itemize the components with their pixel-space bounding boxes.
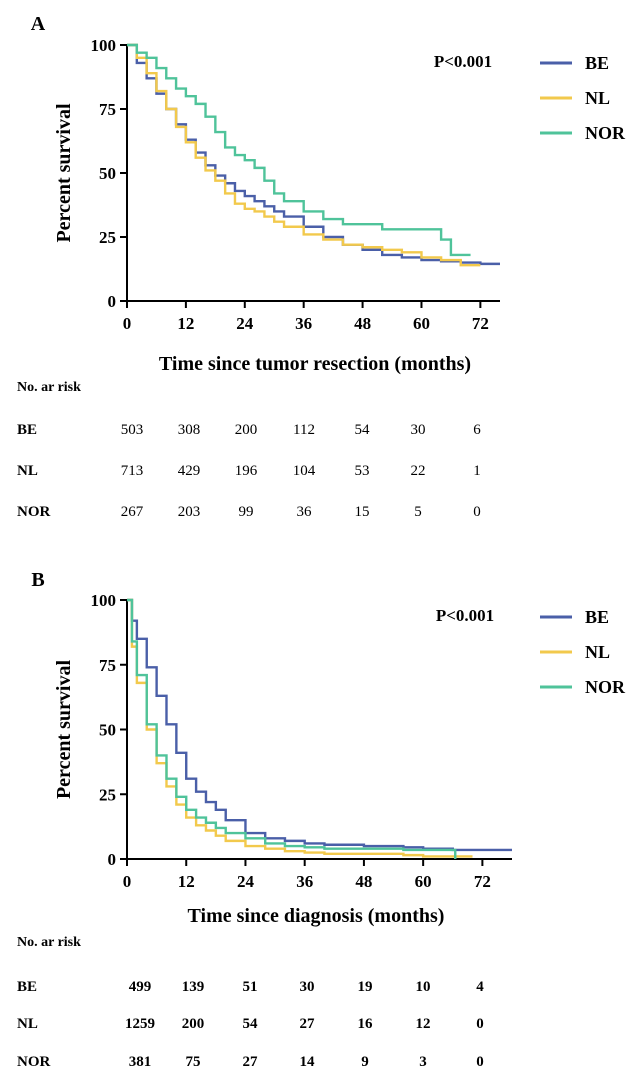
- risk-row-label: NOR: [17, 1054, 51, 1070]
- risk-cell: 30: [300, 979, 315, 995]
- p-value-annotation: P<0.001: [434, 52, 492, 71]
- risk-cell: 267: [121, 504, 144, 520]
- x-axis-title: Time since tumor resection (months): [159, 353, 471, 375]
- risk-cell: 51: [243, 979, 258, 995]
- risk-cell: 4: [476, 979, 484, 995]
- risk-cell: 30: [411, 422, 426, 438]
- risk-cell: 713: [121, 463, 144, 479]
- survival-curve-be: [127, 598, 512, 852]
- risk-cell: 75: [186, 1054, 201, 1070]
- risk-row-label: NL: [17, 1016, 38, 1032]
- risk-row-label: BE: [17, 422, 37, 438]
- risk-cell: 0: [473, 504, 481, 520]
- risk-row-label: BE: [17, 979, 37, 995]
- risk-cell: 200: [235, 422, 258, 438]
- risk-cell: 6: [473, 422, 481, 438]
- risk-cell: 14: [300, 1054, 316, 1070]
- risk-cell: 1: [473, 463, 481, 479]
- risk-cell: 54: [243, 1016, 259, 1032]
- risk-cell: 53: [355, 463, 370, 479]
- panel-letter: A: [31, 13, 46, 35]
- risk-cell: 0: [476, 1054, 484, 1070]
- risk-cell: 19: [358, 979, 373, 995]
- risk-cell: 196: [235, 463, 258, 479]
- risk-row-label: NL: [17, 463, 38, 479]
- risk-cell: 16: [358, 1016, 374, 1032]
- y-tick-label: 75: [99, 100, 116, 119]
- survival-curve-nl: [127, 43, 481, 267]
- risk-cell: 503: [121, 422, 144, 438]
- risk-cell: 381: [129, 1054, 152, 1070]
- x-tick-label: 0: [123, 872, 132, 891]
- legend-label-nl: NL: [585, 642, 610, 662]
- risk-table-title: No. ar risk: [17, 935, 81, 950]
- legend-label-be: BE: [585, 607, 609, 627]
- risk-cell: 0: [476, 1016, 484, 1032]
- p-value-annotation: P<0.001: [436, 606, 494, 625]
- risk-table-title: No. ar risk: [17, 380, 81, 395]
- x-tick-label: 24: [236, 314, 254, 333]
- legend-label-nl: NL: [585, 88, 610, 108]
- risk-cell: 429: [178, 463, 201, 479]
- survival-curve-nor: [127, 43, 471, 257]
- x-tick-label: 36: [295, 314, 312, 333]
- risk-cell: 200: [182, 1016, 205, 1032]
- y-tick-label: 50: [99, 164, 116, 183]
- x-tick-label: 0: [123, 314, 132, 333]
- legend-label-nor: NOR: [585, 677, 626, 697]
- survival-curve-be: [127, 43, 500, 266]
- x-tick-label: 72: [472, 314, 489, 333]
- x-tick-label: 60: [415, 872, 432, 891]
- y-tick-label: 75: [99, 656, 116, 675]
- x-tick-label: 24: [237, 872, 255, 891]
- risk-row-label: NOR: [17, 504, 51, 520]
- risk-cell: 36: [297, 504, 313, 520]
- x-tick-label: 48: [354, 314, 371, 333]
- y-tick-label: 100: [91, 36, 117, 55]
- panel-letter: B: [31, 569, 44, 591]
- x-tick-label: 72: [474, 872, 491, 891]
- risk-cell: 12: [416, 1016, 431, 1032]
- risk-cell: 112: [293, 422, 315, 438]
- legend-label-nor: NOR: [585, 123, 626, 143]
- y-axis-title: Percent survival: [53, 660, 75, 799]
- risk-cell: 499: [129, 979, 152, 995]
- risk-cell: 1259: [125, 1016, 155, 1032]
- risk-cell: 27: [243, 1054, 259, 1070]
- risk-cell: 3: [419, 1054, 427, 1070]
- y-axis-title: Percent survival: [53, 103, 75, 242]
- y-tick-label: 100: [91, 591, 117, 610]
- risk-cell: 9: [361, 1054, 369, 1070]
- y-tick-label: 0: [108, 850, 117, 869]
- survival-curve-nl: [127, 598, 473, 858]
- risk-cell: 10: [416, 979, 431, 995]
- risk-cell: 54: [355, 422, 371, 438]
- y-tick-label: 25: [99, 228, 116, 247]
- risk-cell: 99: [239, 504, 254, 520]
- x-tick-label: 48: [355, 872, 372, 891]
- risk-cell: 139: [182, 979, 205, 995]
- x-axis-title: Time since diagnosis (months): [188, 905, 445, 927]
- y-tick-label: 50: [99, 721, 116, 740]
- x-tick-label: 12: [177, 314, 194, 333]
- risk-cell: 203: [178, 504, 201, 520]
- x-tick-label: 60: [413, 314, 430, 333]
- risk-cell: 308: [178, 422, 201, 438]
- x-tick-label: 12: [178, 872, 195, 891]
- x-tick-label: 36: [296, 872, 313, 891]
- y-tick-label: 25: [99, 785, 116, 804]
- risk-cell: 5: [414, 504, 422, 520]
- risk-cell: 104: [293, 463, 316, 479]
- legend-label-be: BE: [585, 53, 609, 73]
- risk-cell: 22: [411, 463, 426, 479]
- survival-curve-nor: [127, 598, 457, 859]
- y-tick-label: 0: [108, 292, 117, 311]
- risk-cell: 27: [300, 1016, 316, 1032]
- risk-cell: 15: [355, 504, 370, 520]
